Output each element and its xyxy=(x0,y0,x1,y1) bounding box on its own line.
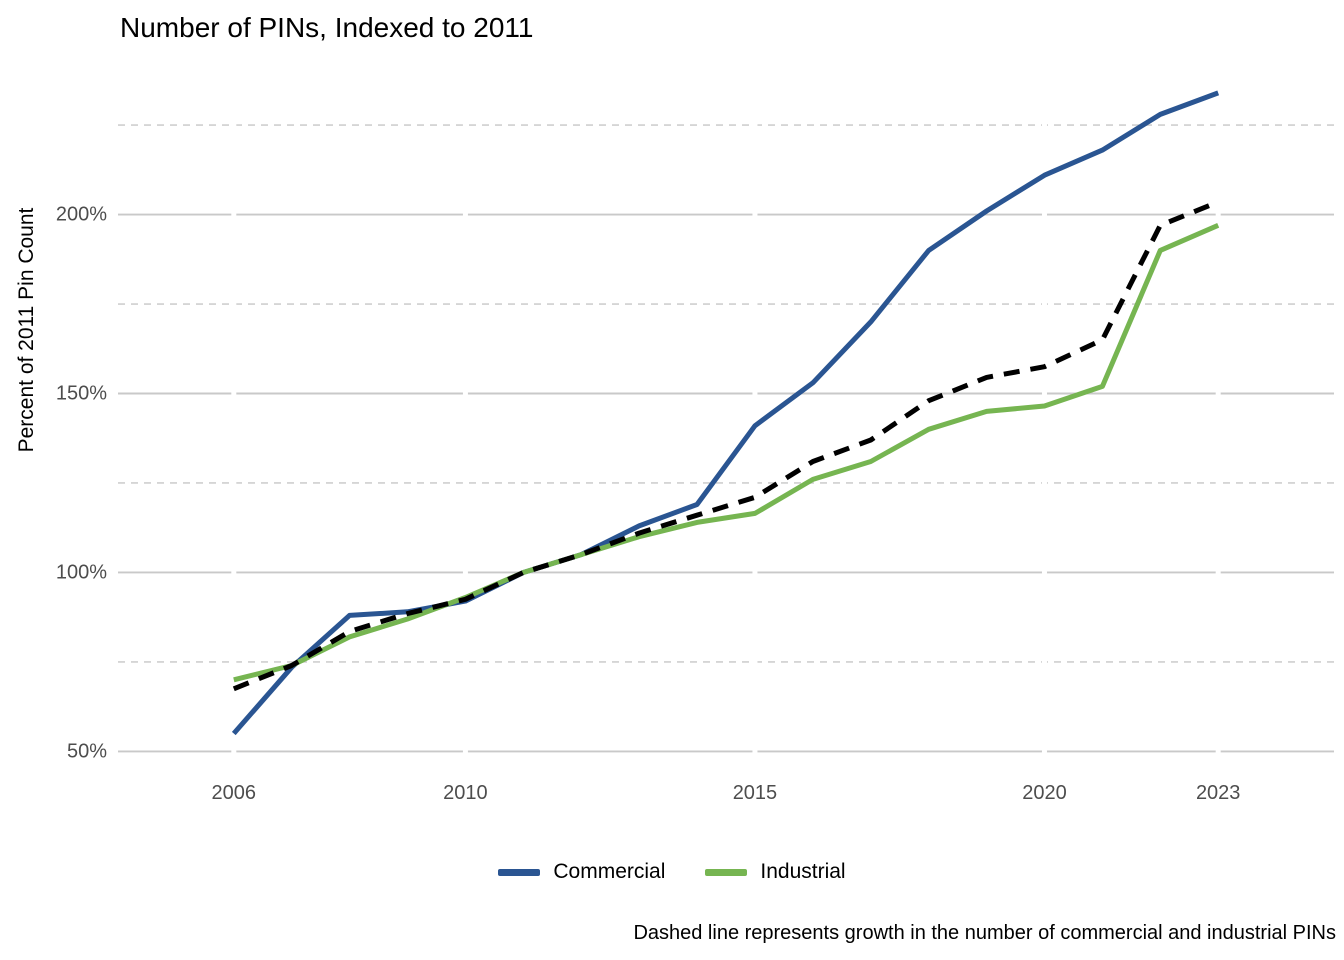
chart-legend: Commercial Industrial xyxy=(0,860,1344,884)
y-axis-tick-label: 100% xyxy=(56,561,107,583)
y-axis-tick-label: 50% xyxy=(67,740,107,762)
y-axis-tick-label: 150% xyxy=(56,383,107,405)
x-axis-tick-label: 2023 xyxy=(1196,782,1241,804)
legend-label-industrial: Industrial xyxy=(760,860,846,883)
industrial-line xyxy=(233,223,1220,683)
commercial-line-key-icon xyxy=(498,868,541,876)
x-axis-tick-label: 2006 xyxy=(212,782,257,804)
chart-title: Number of PINs, Indexed to 2011 xyxy=(120,12,534,43)
legend-label-commercial: Commercial xyxy=(553,860,666,883)
industrial-line-key-icon xyxy=(705,868,748,876)
x-axis-tick-label: 2015 xyxy=(733,782,778,804)
combined-dashed-line xyxy=(232,199,1220,692)
legend-item-commercial: Commercial xyxy=(498,860,665,884)
commercial-line xyxy=(231,90,1220,736)
legend-item-industrial: Industrial xyxy=(705,860,846,884)
line-chart-canvas: 50% 100% 150% 200% 2006 2010 2015 2020 2023 xyxy=(55,90,1334,804)
y-axis-tick-label: 200% xyxy=(56,204,107,226)
x-axis-tick-label: 2010 xyxy=(443,782,488,804)
chart-caption: Dashed line represents growth in the num… xyxy=(633,922,1336,944)
x-axis-tick-label: 2020 xyxy=(1022,782,1067,804)
